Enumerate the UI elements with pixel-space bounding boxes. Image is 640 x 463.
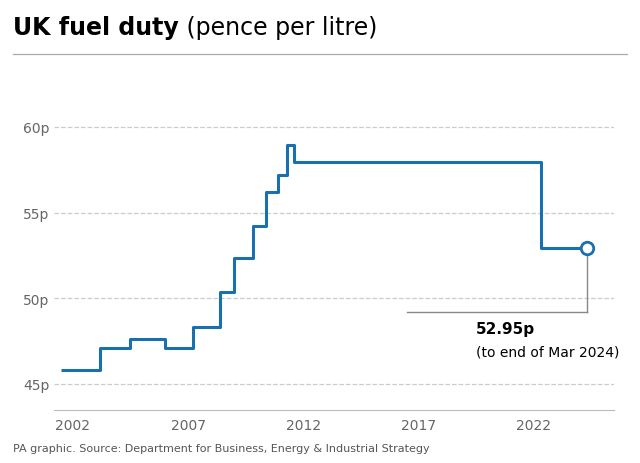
Text: (pence per litre): (pence per litre): [179, 16, 377, 40]
Text: 52.95p: 52.95p: [476, 321, 535, 336]
Text: UK fuel duty: UK fuel duty: [13, 16, 179, 40]
Text: (to end of Mar 2024): (to end of Mar 2024): [476, 345, 620, 359]
Text: PA graphic. Source: Department for Business, Energy & Industrial Strategy: PA graphic. Source: Department for Busin…: [13, 443, 429, 453]
